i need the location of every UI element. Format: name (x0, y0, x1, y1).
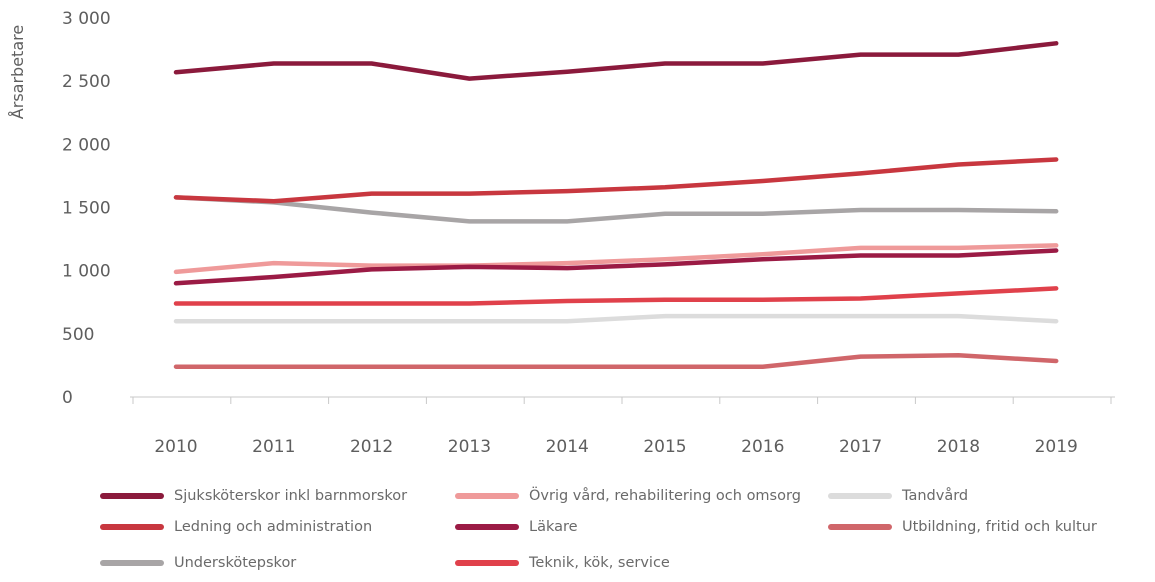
y-tick-label: 1 000 (62, 262, 111, 282)
series-line (173, 286, 1059, 306)
y-tick-label: 0 (62, 388, 73, 408)
x-tick-label: 2012 (350, 437, 393, 457)
series-line (173, 41, 1059, 81)
series-line (173, 248, 1059, 286)
y-tick-label: 500 (62, 325, 94, 345)
y-tick-label: 2 500 (62, 72, 111, 92)
x-tick-label: 2016 (741, 437, 784, 457)
y-tick-label: 2 000 (62, 135, 111, 155)
x-tick-label: 2011 (252, 437, 295, 457)
y-tick-labels: 0 500 1 000 1 500 2 000 2 500 3 000 (62, 9, 111, 408)
x-tick-label: 2018 (937, 437, 980, 457)
x-tick-label: 2013 (448, 437, 491, 457)
y-tick-label: 3 000 (62, 9, 111, 29)
x-tick-label: 2010 (154, 437, 197, 457)
series-line (173, 313, 1059, 324)
x-tick-label: 2019 (1035, 437, 1078, 457)
x-tick-label: 2014 (546, 437, 589, 457)
series-lines (173, 41, 1059, 369)
x-tick-labels: 2010 2011 2012 2013 2014 2015 2016 2017 2018 2019 (154, 437, 1077, 457)
series-line (173, 157, 1059, 204)
x-tick-label: 2015 (643, 437, 686, 457)
x-tick-label: 2017 (839, 437, 882, 457)
x-axis (130, 396, 1115, 404)
series-line (173, 243, 1059, 275)
y-axis-label-group: Årsarbetare (8, 25, 27, 119)
series-line (173, 195, 1059, 224)
y-axis-title: Årsarbetare (8, 25, 27, 119)
y-tick-label: 1 500 (62, 199, 111, 219)
series-line (173, 353, 1059, 369)
